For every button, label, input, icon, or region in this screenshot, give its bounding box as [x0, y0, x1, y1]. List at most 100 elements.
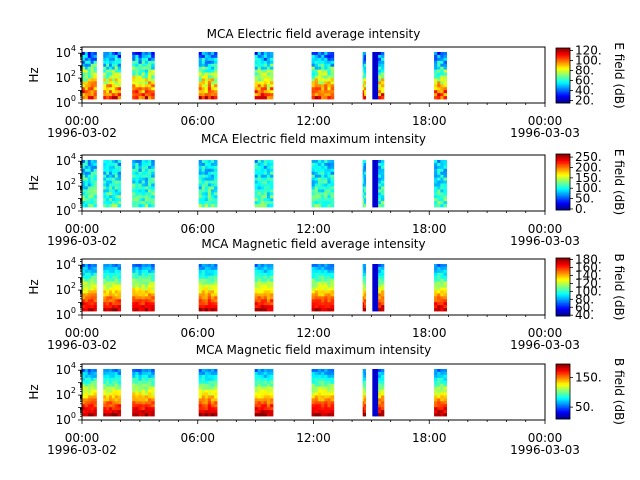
heat-cell: [117, 305, 121, 309]
heat-cell: [103, 377, 107, 382]
heat-cell: [141, 293, 146, 297]
heat-cell: [266, 284, 271, 288]
heat-cell: [93, 395, 97, 399]
heat-cell: [317, 278, 322, 283]
heat-cell: [257, 54, 262, 59]
heat-cell: [210, 299, 215, 303]
heat-cell: [84, 189, 89, 193]
heat-cell: [151, 57, 155, 62]
heat-cell: [151, 380, 155, 385]
heat-cell: [257, 69, 262, 73]
colorbar-step: [556, 365, 570, 368]
heat-cell: [148, 78, 152, 82]
heat-cell: [440, 183, 444, 187]
heat-cell: [327, 264, 331, 268]
heat-cell: [135, 87, 139, 91]
heat-cell: [213, 183, 218, 187]
heat-cell: [437, 392, 441, 396]
heat-cell: [260, 296, 265, 300]
heat-cell: [198, 54, 203, 59]
heat-cell: [437, 66, 441, 71]
colorbar-step: [556, 366, 570, 369]
heat-cell: [327, 165, 331, 170]
heat-cell: [330, 305, 335, 309]
spectrogram-block: [434, 52, 448, 100]
heat-cell: [375, 392, 379, 396]
heat-cell: [138, 299, 143, 303]
heat-cell: [257, 275, 262, 280]
heat-cell: [87, 389, 92, 393]
heat-cell: [269, 275, 274, 280]
heat-cell: [321, 386, 325, 390]
heat-cell: [269, 383, 274, 388]
heat-cell: [254, 162, 259, 167]
heat-cell: [109, 264, 113, 268]
heat-cell: [109, 374, 113, 379]
heat-cell: [132, 293, 136, 297]
heat-cell: [132, 302, 136, 306]
heat-cell: [210, 290, 215, 294]
heat-cell: [266, 165, 271, 170]
heat-cell: [381, 78, 385, 82]
heat-cell: [198, 192, 203, 196]
heat-cell: [204, 195, 209, 199]
colorbar-step: [556, 87, 570, 90]
colorbar-step: [556, 163, 570, 166]
heat-cell: [364, 69, 366, 73]
heat-cell: [106, 395, 110, 399]
colorbar-step: [556, 53, 570, 56]
colorbar-step: [556, 285, 570, 288]
heat-cell: [327, 168, 331, 173]
heat-cell: [204, 198, 209, 202]
heat-cell: [201, 281, 206, 285]
heat-cell: [117, 401, 121, 405]
heat-cell: [314, 284, 319, 288]
heat-cell: [144, 284, 149, 288]
heat-cell: [257, 186, 262, 190]
heat-cell: [321, 266, 325, 271]
heat-cell: [90, 192, 94, 196]
heat-cell: [364, 57, 366, 62]
colorbar-tick-label: 50.: [575, 400, 594, 414]
heat-cell: [151, 189, 155, 193]
y-tick-base: 10: [56, 413, 71, 427]
heat-cell: [144, 305, 149, 309]
heat-cell: [138, 180, 143, 184]
heat-cell: [207, 183, 212, 187]
heat-cell: [443, 296, 448, 300]
heat-cell: [378, 398, 382, 402]
heat-cell: [103, 404, 107, 408]
x-tick-label: 12:00: [296, 222, 331, 236]
heat-cell: [114, 204, 119, 208]
heat-cell: [381, 198, 385, 202]
heat-cell: [257, 401, 262, 405]
heat-cell: [117, 272, 121, 277]
colorbar-step: [556, 276, 570, 279]
heat-cell: [213, 302, 218, 306]
heat-cell: [201, 380, 206, 385]
heat-cell: [138, 293, 143, 297]
heat-cell: [103, 272, 107, 277]
heat-cell: [257, 266, 262, 271]
heat-cell: [434, 87, 438, 91]
heat-cell: [93, 269, 97, 274]
heat-cell: [144, 160, 149, 164]
heat-cell: [314, 407, 319, 411]
heat-cell: [144, 410, 149, 414]
heat-cell: [381, 380, 385, 385]
colorbar-step: [556, 205, 570, 208]
heat-cell: [207, 290, 212, 294]
heat-cell: [151, 60, 155, 65]
heat-cell: [362, 171, 365, 176]
colorbar-tick-label: 0.: [575, 202, 586, 216]
heat-cell: [144, 171, 149, 176]
heat-cell: [151, 287, 155, 291]
heat-cell: [213, 54, 218, 59]
heat-cell: [269, 195, 274, 199]
heat-cell: [254, 177, 259, 181]
spectrogram-block: [82, 369, 97, 417]
colorbar-step: [556, 399, 570, 402]
heat-cell: [148, 201, 152, 205]
heat-cell: [314, 383, 319, 388]
heat-cell: [375, 284, 379, 288]
